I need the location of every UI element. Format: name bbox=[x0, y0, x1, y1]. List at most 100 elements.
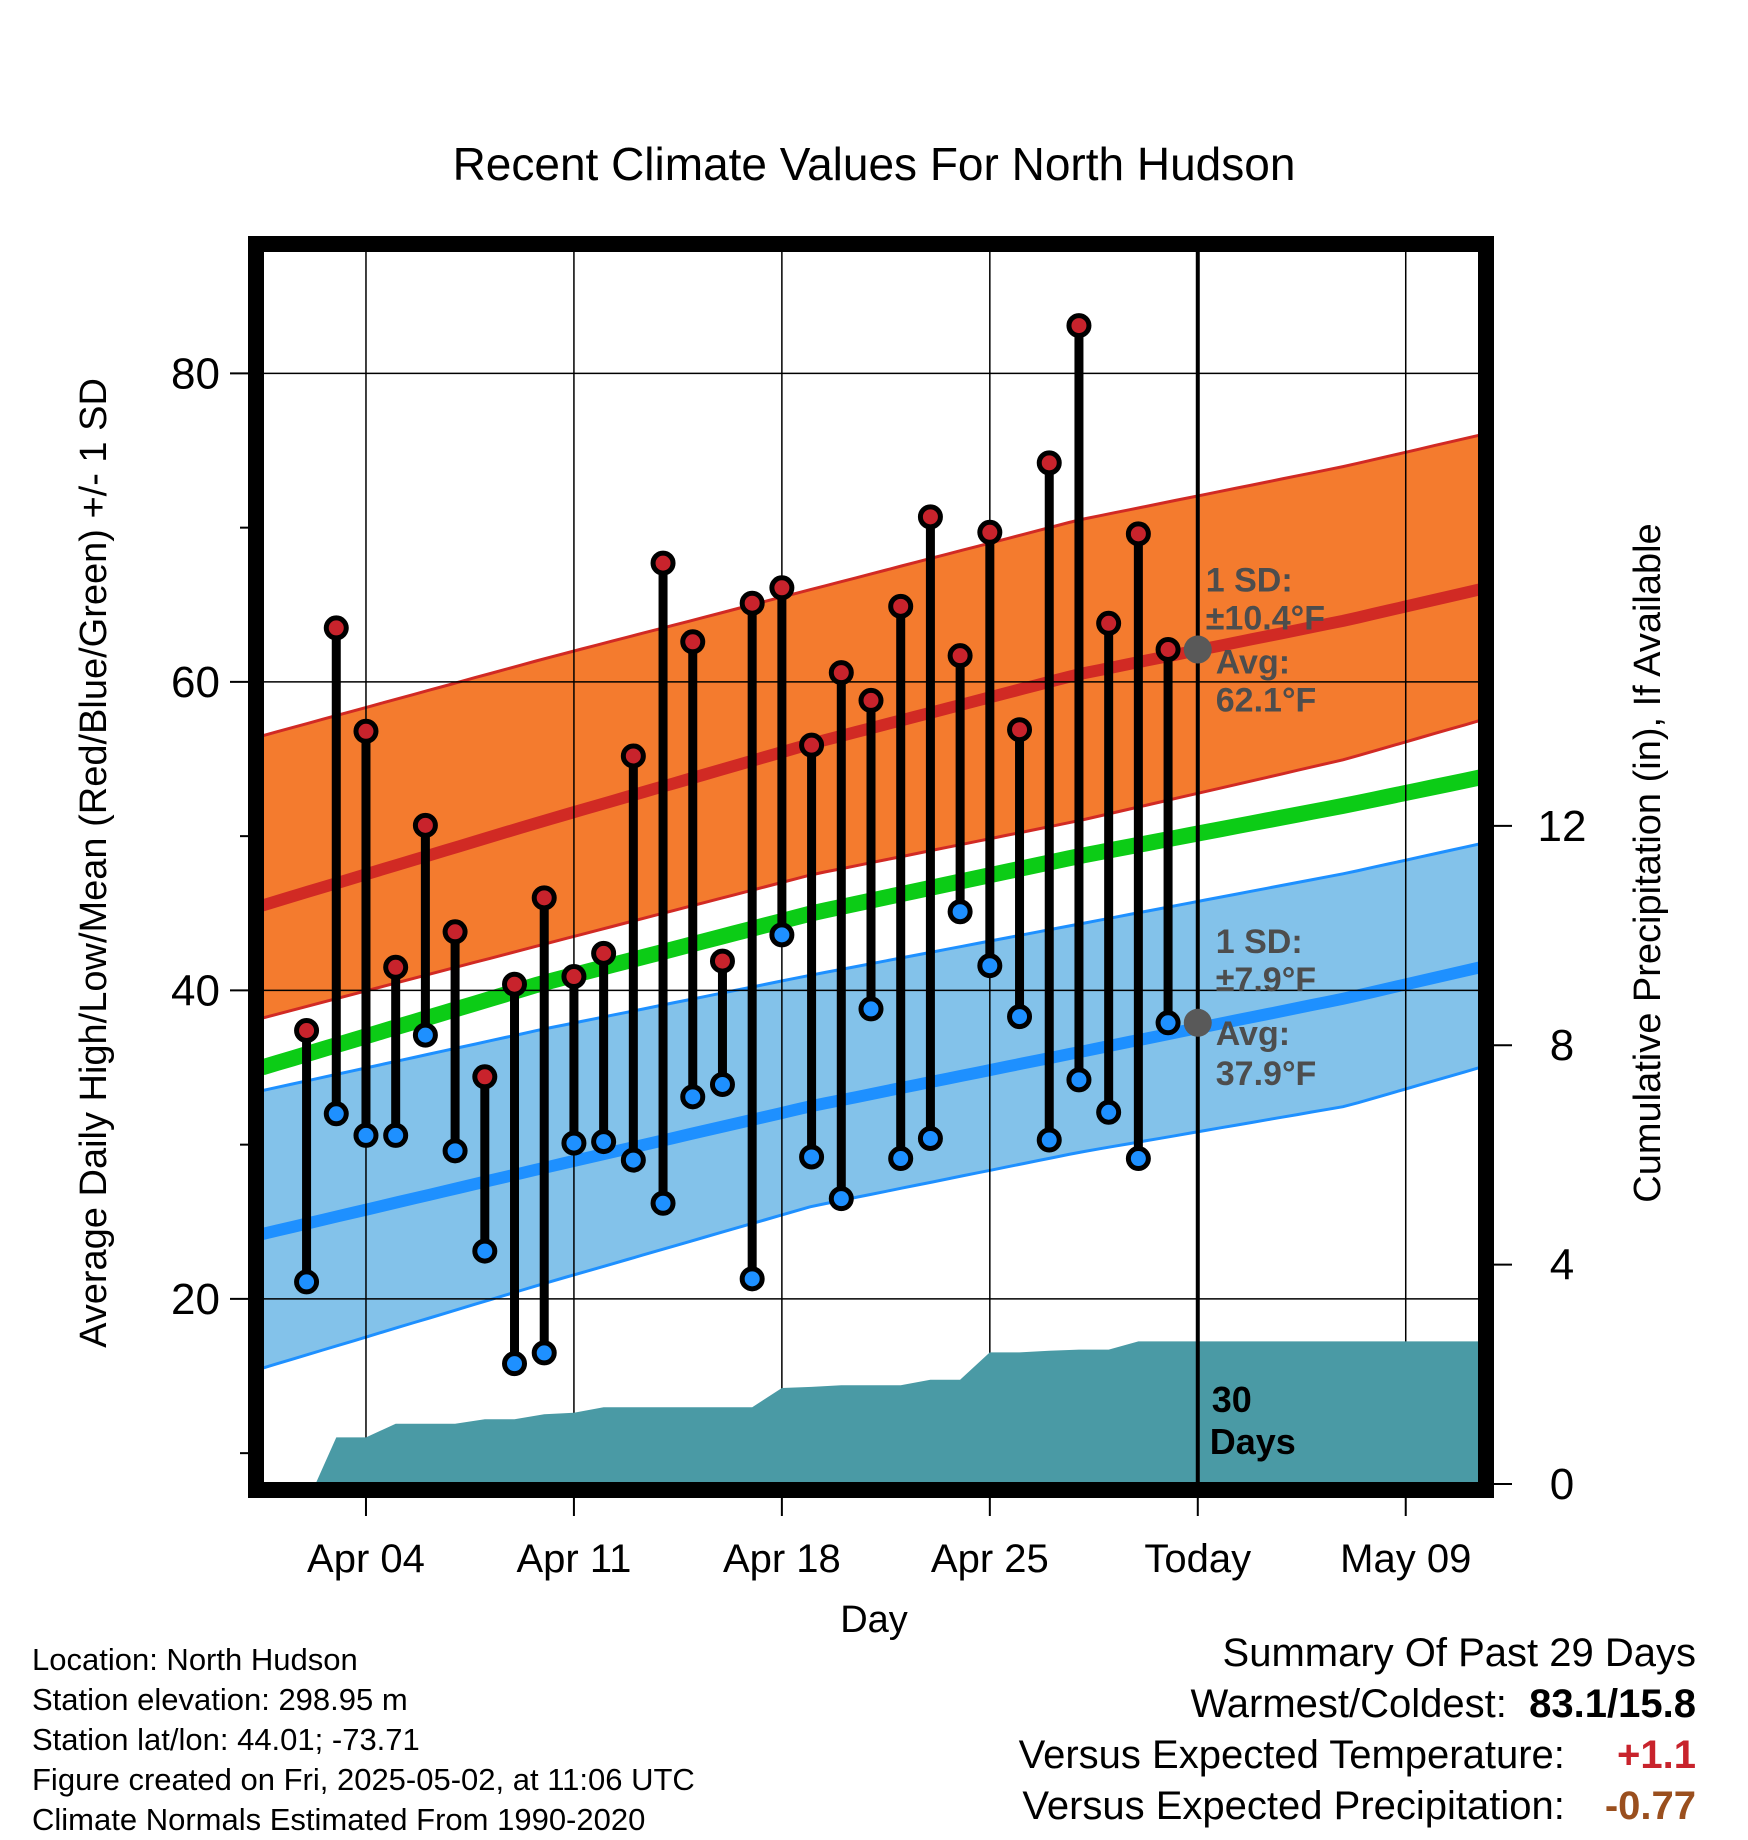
low-avg-today-marker bbox=[1183, 1008, 1212, 1037]
daily-low-point bbox=[828, 1186, 854, 1212]
daily-low-point bbox=[472, 1238, 498, 1264]
warm-cold-value: 83.1/15.8 bbox=[1529, 1682, 1696, 1726]
y-axis-label: Average Daily High/Low/Mean (Red/Blue/Gr… bbox=[73, 378, 115, 1348]
daily-low-point bbox=[1125, 1146, 1151, 1172]
daily-low-point bbox=[323, 1101, 349, 1127]
daily-low-point bbox=[1007, 1004, 1033, 1030]
location-text: Location: North Hudson bbox=[32, 1642, 358, 1677]
daily-low-point bbox=[917, 1125, 943, 1151]
daily-low-point bbox=[383, 1122, 409, 1148]
temp-value: +1.1 bbox=[1617, 1733, 1696, 1777]
daily-low-point bbox=[739, 1266, 765, 1292]
daily-high-point bbox=[947, 643, 973, 669]
daily-high-point bbox=[442, 919, 468, 945]
axes: 20 40 60 80 0 4 8 12 Apr 04 Apr 11 Apr 18 Apr 25 Tod… bbox=[171, 236, 1587, 1581]
daily-low-point bbox=[1066, 1067, 1092, 1093]
daily-low-point bbox=[561, 1130, 587, 1156]
daily-low-point bbox=[1096, 1099, 1122, 1125]
normals-text: Climate Normals Estimated From 1990-2020 bbox=[32, 1802, 646, 1837]
low-average-line bbox=[262, 961, 1480, 1240]
daily-low-point bbox=[531, 1340, 557, 1366]
high-avg-today-marker bbox=[1183, 635, 1212, 664]
x-tick-label: May 09 bbox=[1340, 1537, 1471, 1581]
daily-high-point bbox=[1007, 717, 1033, 743]
high-sd-upper-line bbox=[262, 433, 1480, 738]
y-tick-label: 40 bbox=[171, 966, 220, 1015]
daily-low-point bbox=[709, 1071, 735, 1097]
y-tick-label: 20 bbox=[171, 1275, 220, 1324]
y-right-tick-label: 8 bbox=[1550, 1021, 1574, 1070]
daily-high-point bbox=[620, 743, 646, 769]
x-tick-label: Apr 25 bbox=[931, 1537, 1049, 1581]
x-tick-label: Apr 04 bbox=[307, 1537, 425, 1581]
daily-high-point bbox=[294, 1018, 320, 1044]
daily-high-point bbox=[1036, 450, 1062, 476]
precip-label: Versus Expected Precipitation: bbox=[1022, 1784, 1565, 1828]
daily-low-point bbox=[680, 1084, 706, 1110]
daily-low-point bbox=[1036, 1127, 1062, 1153]
daily-high-point bbox=[591, 940, 617, 966]
y-tick-label: 60 bbox=[171, 658, 220, 707]
summary-warm-cold: Warmest/Coldest: 83.1/15.8 bbox=[1019, 1679, 1697, 1730]
high-sd-label: 1 SD: bbox=[1206, 562, 1293, 600]
daily-high-point bbox=[531, 885, 557, 911]
summary-title: Summary Of Past 29 Days bbox=[1222, 1631, 1696, 1675]
low-avg-label: Avg: bbox=[1216, 1015, 1290, 1053]
daily-low-point bbox=[799, 1144, 825, 1170]
daily-high-point bbox=[799, 732, 825, 758]
daily-high-point bbox=[323, 615, 349, 641]
plot-frame bbox=[248, 236, 1494, 1498]
low-avg-value: 37.9°F bbox=[1216, 1055, 1317, 1093]
y-right-tick-label: 4 bbox=[1550, 1241, 1574, 1290]
daily-high-point bbox=[383, 954, 409, 980]
daily-low-point bbox=[412, 1022, 438, 1048]
precipitation-area bbox=[315, 1341, 1480, 1484]
daily-low-point bbox=[502, 1351, 528, 1377]
daily-low-point bbox=[620, 1147, 646, 1173]
summary-temp: Versus Expected Temperature: +1.1 bbox=[1019, 1730, 1696, 1781]
daily-low-point bbox=[591, 1129, 617, 1155]
daily-high-point bbox=[1096, 610, 1122, 636]
daily-high-point bbox=[858, 687, 884, 713]
daily-high-point bbox=[739, 590, 765, 616]
x-tick-label: Today bbox=[1144, 1537, 1251, 1581]
x-axis-label: Day bbox=[840, 1599, 908, 1641]
high-avg-value: 62.1°F bbox=[1216, 682, 1317, 720]
daily-high-point bbox=[680, 629, 706, 655]
daily-low-point bbox=[947, 899, 973, 925]
y-tick-label: 80 bbox=[171, 349, 220, 398]
daily-high-point bbox=[650, 550, 676, 576]
temp-label: Versus Expected Temperature: bbox=[1018, 1733, 1565, 1777]
daily-low-point bbox=[442, 1138, 468, 1164]
high-sd-value: ±10.4°F bbox=[1206, 600, 1325, 638]
today-days-number: 30 bbox=[1212, 1379, 1252, 1420]
low-sd-value: ±7.9°F bbox=[1216, 961, 1316, 999]
warm-cold-label: Warmest/Coldest: bbox=[1190, 1682, 1507, 1726]
daily-low-point bbox=[294, 1269, 320, 1295]
daily-high-point bbox=[769, 575, 795, 601]
station-info: Location: North Hudson Station elevation… bbox=[32, 1640, 695, 1840]
chart-title: Recent Climate Values For North Hudson bbox=[453, 138, 1296, 190]
elevation-text: Station elevation: 298.95 m bbox=[32, 1682, 408, 1717]
today-days-word: Days bbox=[1210, 1421, 1296, 1462]
daily-high-point bbox=[1125, 521, 1151, 547]
daily-high-point bbox=[561, 964, 587, 990]
latlon-text: Station lat/lon: 44.01; -73.71 bbox=[32, 1722, 420, 1757]
daily-low-point bbox=[1155, 1010, 1181, 1036]
daily-low-point bbox=[769, 922, 795, 948]
y-axis-right-label: Cumulative Precipitation (in), If Availa… bbox=[1627, 523, 1669, 1202]
y-right-tick-label: 0 bbox=[1550, 1460, 1574, 1509]
daily-low-point bbox=[858, 996, 884, 1022]
daily-low-point bbox=[650, 1190, 676, 1216]
x-tick-label: Apr 18 bbox=[723, 1537, 841, 1581]
created-text: Figure created on Fri, 2025-05-02, at 11… bbox=[32, 1762, 695, 1797]
summary-panel: Summary Of Past 29 Days Warmest/Coldest:… bbox=[1019, 1628, 1696, 1832]
daily-high-point bbox=[888, 593, 914, 619]
daily-low-point bbox=[977, 953, 1003, 979]
y-right-tick-label: 12 bbox=[1538, 802, 1587, 851]
low-sd-band bbox=[262, 843, 1480, 1369]
summary-precip: Versus Expected Precipitation: -0.77 bbox=[1019, 1781, 1696, 1832]
daily-high-point bbox=[917, 504, 943, 530]
